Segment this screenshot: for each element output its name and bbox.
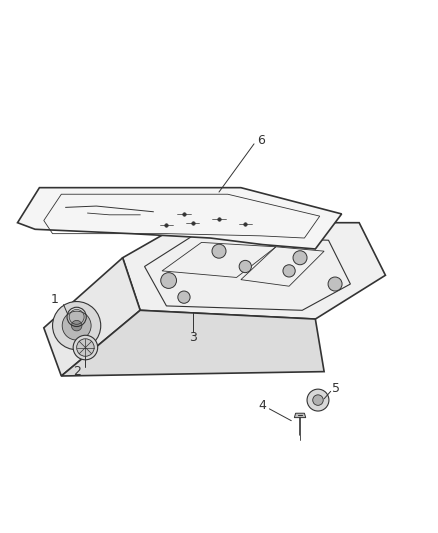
Polygon shape [123,223,385,319]
Text: 3: 3 [189,331,197,344]
Circle shape [161,273,177,288]
Text: 6: 6 [257,134,265,147]
Text: 1: 1 [51,293,59,306]
Circle shape [73,335,98,360]
Circle shape [283,265,295,277]
Circle shape [178,291,190,303]
Circle shape [71,320,82,331]
Text: 2: 2 [73,365,81,378]
Circle shape [307,389,329,411]
Polygon shape [44,258,140,376]
Polygon shape [61,310,324,376]
Circle shape [313,395,323,405]
Text: 5: 5 [332,382,340,395]
Circle shape [77,339,94,356]
Circle shape [328,277,342,291]
Polygon shape [18,188,342,249]
Circle shape [239,260,251,273]
Circle shape [53,302,101,350]
Circle shape [293,251,307,265]
Circle shape [212,244,226,258]
Text: 4: 4 [259,399,267,413]
Polygon shape [294,413,306,418]
Circle shape [62,311,91,340]
